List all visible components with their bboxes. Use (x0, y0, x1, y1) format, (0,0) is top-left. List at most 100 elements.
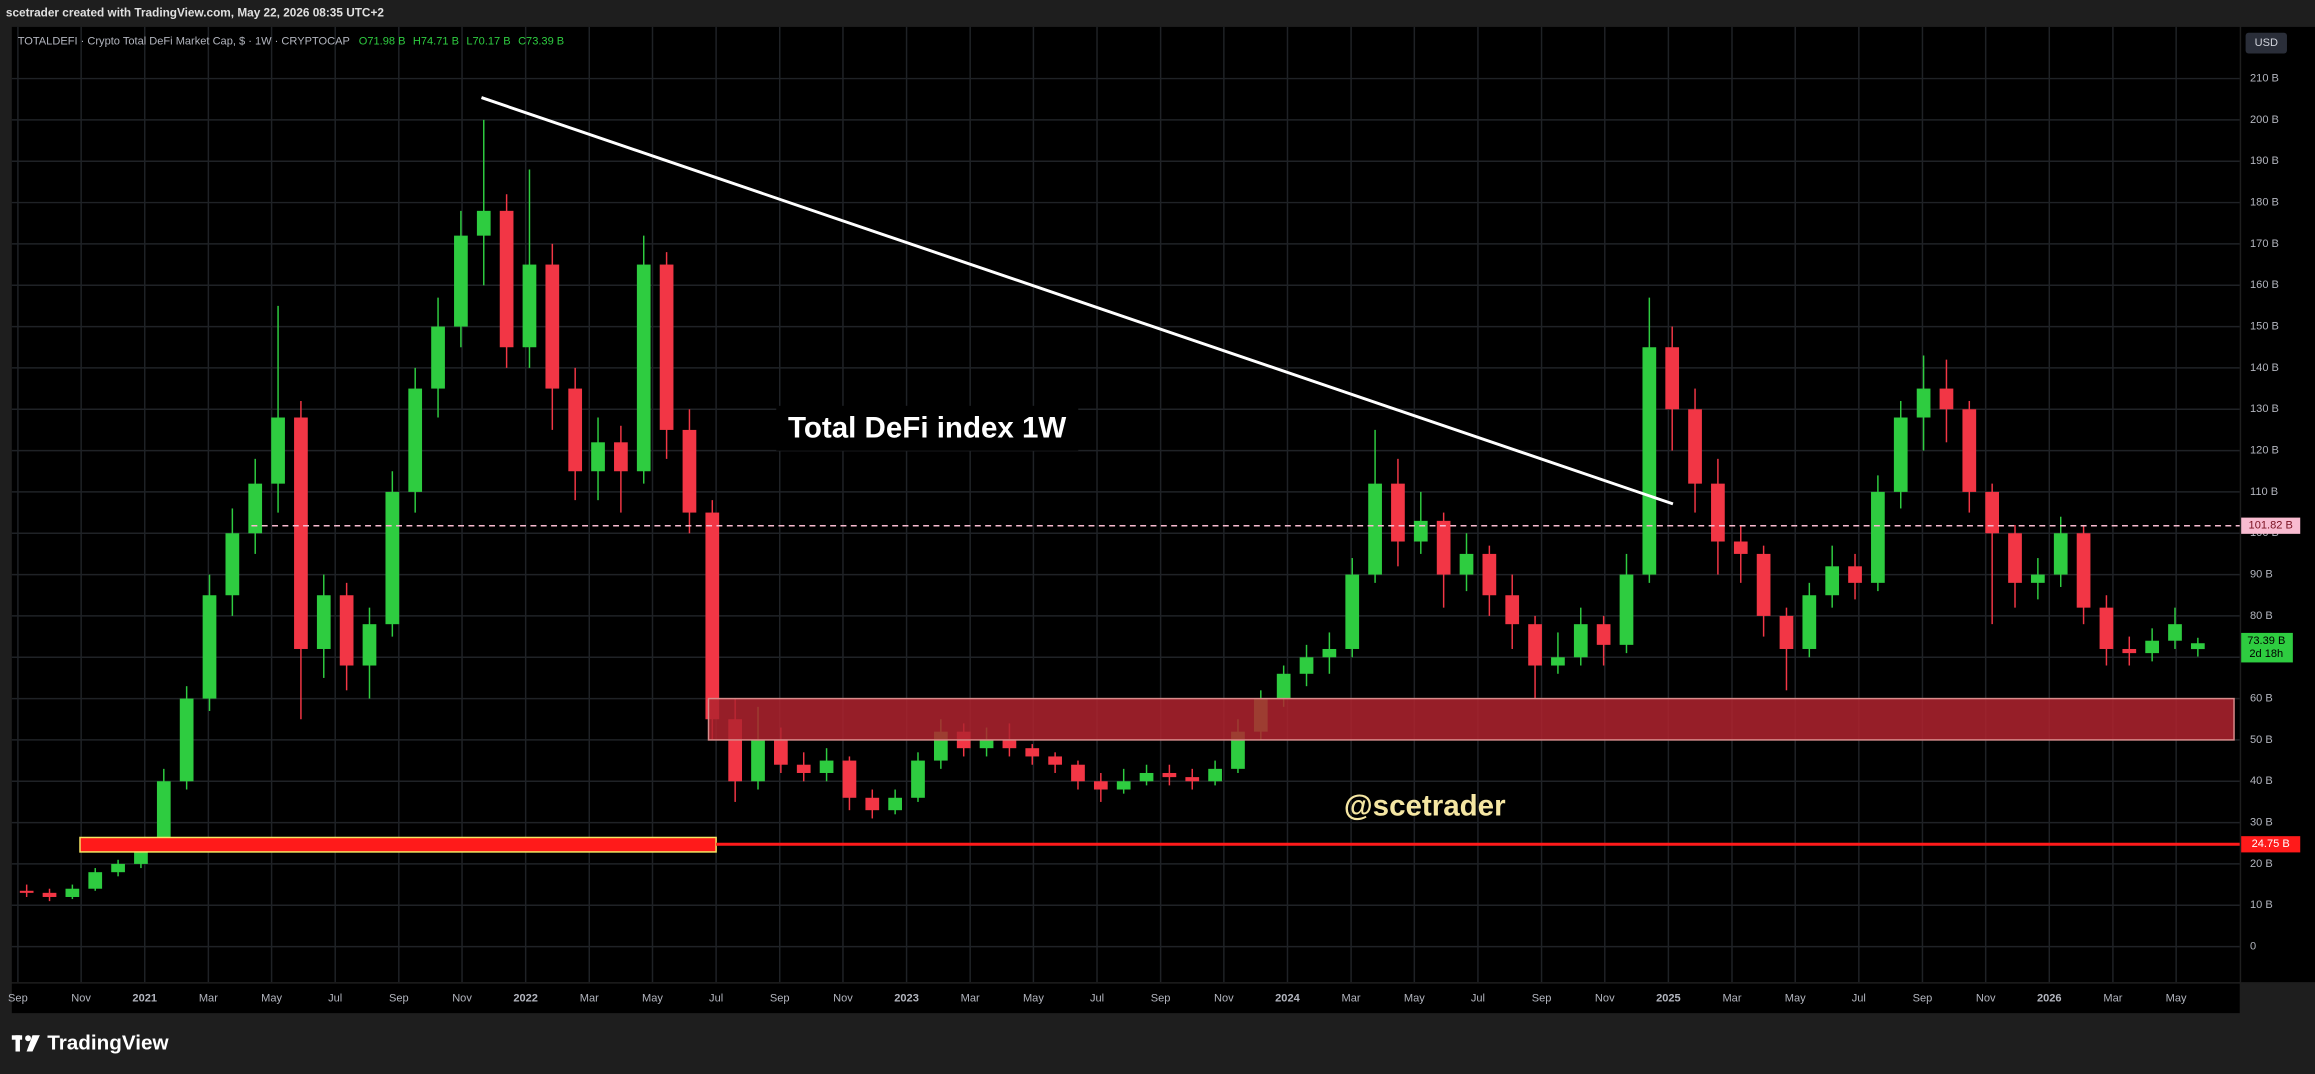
price-label-bg (2241, 517, 2301, 534)
candle-body (2008, 533, 2022, 583)
candle-body (979, 739, 994, 749)
x-tick-label: May (1023, 992, 1044, 1004)
x-tick-label: Nov (1595, 992, 1615, 1004)
candle-body (88, 872, 103, 889)
x-tick-label: Mar (1722, 992, 1741, 1004)
candle-body (1093, 781, 1108, 790)
candle-body (568, 388, 583, 472)
candle-body (751, 739, 765, 782)
x-tick-label: Sep (1913, 992, 1933, 1004)
candle-body (1848, 566, 1862, 583)
y-tick-label: 150 B (2250, 320, 2279, 332)
y-tick-label: 20 B (2250, 858, 2273, 870)
y-tick-label: 10 B (2250, 899, 2273, 911)
ohlc-value: H74.71 B (413, 36, 459, 48)
candle-body (1162, 772, 1177, 778)
candle-body (2031, 574, 2045, 583)
candle-body (1116, 781, 1131, 790)
candle-body (316, 595, 331, 649)
price-label-bg (2241, 836, 2301, 853)
brand: TradingView (47, 1032, 169, 1055)
price-label: 24.75 B (2252, 838, 2290, 850)
x-tick-label: May (1785, 992, 1806, 1004)
x-axis-panel (11, 983, 2240, 1014)
candle-body (1025, 748, 1040, 757)
y-axis-panel (2241, 26, 2315, 983)
currency-button[interactable] (2245, 32, 2287, 54)
candle-body (1916, 388, 1931, 418)
candle-body (1802, 595, 1817, 649)
trendline (480, 96, 1674, 506)
candle-body (1939, 388, 1954, 410)
brand-logo (11, 1035, 40, 1052)
x-tick-label: Nov (1976, 992, 1996, 1004)
annotation: Total DeFi index 1W (788, 412, 1066, 445)
candle-body (1528, 624, 1542, 666)
candle-body (1436, 520, 1451, 575)
candle-body (1391, 483, 1405, 542)
candle-body (499, 210, 514, 348)
candle-body (1665, 347, 1680, 410)
candle-body (636, 264, 651, 472)
candle-body (2190, 643, 2205, 650)
candle-body (2122, 648, 2137, 654)
candle-body (1071, 764, 1085, 782)
x-tick-label: Jul (709, 992, 723, 1004)
candle-body (819, 760, 834, 773)
candle-body (111, 863, 125, 873)
candle-body (476, 210, 491, 236)
candle-body (1048, 756, 1062, 765)
x-tick-label: Jul (1471, 992, 1485, 1004)
x-tick-label: Mar (1342, 992, 1361, 1004)
candle-body (1231, 731, 1245, 769)
y-tick-label: 40 B (2250, 775, 2273, 787)
candle-body (888, 797, 902, 811)
x-tick-label: May (261, 992, 282, 1004)
candle-body (865, 797, 880, 811)
candle-body (294, 417, 308, 649)
candle-body (591, 442, 605, 472)
candle-body (1505, 595, 1520, 625)
candle-body (1642, 347, 1657, 575)
x-tick-label: Nov (1214, 992, 1234, 1004)
candle-body (659, 264, 674, 430)
candle-body (1985, 491, 2000, 534)
candle-body (1185, 777, 1200, 782)
ohlc-value: O71.98 B (359, 36, 406, 48)
x-tick-label: Nov (452, 992, 472, 1004)
candle-body (2168, 624, 2182, 641)
candle-body (156, 781, 171, 848)
x-tick-label: 2025 (1656, 992, 1681, 1004)
candle-body (385, 491, 400, 625)
candle-body (1733, 541, 1748, 554)
x-tick-label: Sep (1532, 992, 1552, 1004)
candle-body (1413, 520, 1428, 542)
currency[interactable]: USD (2255, 37, 2278, 49)
candle-body (1276, 673, 1291, 699)
y-tick-label: 110 B (2250, 486, 2278, 498)
candle-body (19, 890, 34, 893)
candle-body (2076, 533, 2091, 608)
candle-body (1482, 553, 1497, 596)
candle-body (1573, 624, 1588, 658)
candle-body (1002, 739, 1017, 749)
x-tick-label: 2021 (132, 992, 157, 1004)
ohlc-value: C73.39 B (518, 36, 564, 48)
countdown: 2d 18h (2249, 648, 2283, 660)
candle-body (271, 417, 285, 484)
candle-body (1711, 483, 1725, 542)
x-tick-label: Jul (1090, 992, 1104, 1004)
y-tick-label: 210 B (2250, 72, 2279, 84)
candle-body (1459, 553, 1474, 575)
y-tick-label: 90 B (2250, 569, 2273, 581)
candle-body (1893, 417, 1908, 492)
x-tick-label: 2024 (1275, 992, 1300, 1004)
ohlc-value: L70.17 B (466, 36, 510, 48)
x-tick-label: May (1404, 992, 1425, 1004)
y-tick-label: 190 B (2250, 155, 2279, 167)
y-tick-label: 180 B (2250, 196, 2279, 208)
candle-body (911, 760, 925, 798)
candle-body (2053, 533, 2068, 575)
y-tick-label: 0 (2250, 941, 2256, 953)
